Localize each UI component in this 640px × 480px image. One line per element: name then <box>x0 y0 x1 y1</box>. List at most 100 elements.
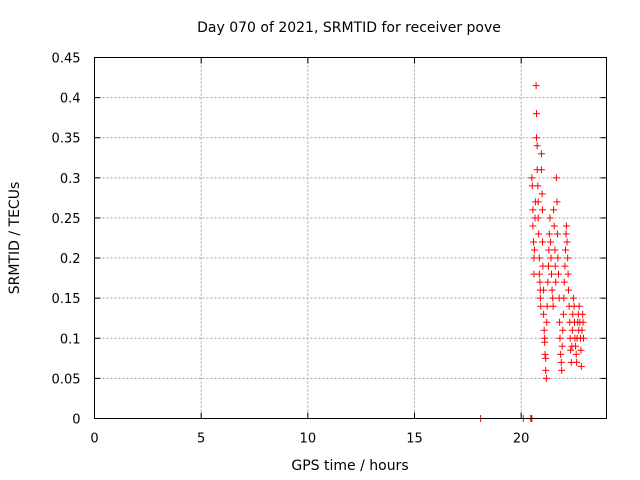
data-point <box>534 214 542 222</box>
data-point <box>549 302 557 310</box>
data-point <box>544 262 552 270</box>
data-point <box>533 110 541 118</box>
data-point <box>559 310 567 318</box>
y-axis-label: SRMTID / TECUs <box>7 182 23 295</box>
y-tick-label: 0.1 <box>60 332 81 347</box>
data-point <box>572 342 580 350</box>
data-point <box>536 278 544 286</box>
chart-title: Day 070 of 2021, SRMTID for receiver pov… <box>197 20 501 36</box>
data-point <box>529 222 537 230</box>
data-point <box>544 278 552 286</box>
data-point <box>558 366 566 374</box>
data-point <box>537 302 545 310</box>
data-point <box>579 310 587 318</box>
data-point <box>530 246 538 254</box>
data-point <box>577 362 585 370</box>
data-point <box>579 334 587 342</box>
data-point <box>554 254 562 262</box>
data-point <box>556 334 564 342</box>
data-point <box>545 246 553 254</box>
data-point <box>553 230 561 238</box>
data-point <box>540 310 548 318</box>
data-point <box>551 246 559 254</box>
data-point <box>568 326 576 334</box>
y-tick-label: 0.05 <box>52 372 81 387</box>
data-point <box>549 294 557 302</box>
axis-ticks: 0 0.05 0.1 0.15 0.2 0.25 0.3 0.35 0.4 0.45 0 5 10 15 2… <box>52 52 607 447</box>
data-point <box>578 326 586 334</box>
data-point <box>562 230 570 238</box>
data-point <box>541 350 549 358</box>
data-point <box>560 294 568 302</box>
data-point <box>547 238 555 246</box>
data-point <box>552 278 560 286</box>
data-point <box>541 338 549 346</box>
data-point <box>537 166 545 174</box>
data-point <box>577 346 585 354</box>
y-tick-label: 0.45 <box>52 52 81 67</box>
data-point <box>528 174 536 182</box>
data-point <box>552 174 560 182</box>
x-tick-label: 15 <box>406 432 423 447</box>
data-point <box>534 198 542 206</box>
data-point <box>553 198 561 206</box>
data-point <box>561 262 569 270</box>
data-point <box>540 286 548 294</box>
data-point <box>542 366 550 374</box>
data-point <box>534 182 542 190</box>
data-point <box>555 270 562 278</box>
data-point <box>558 342 566 350</box>
data-point <box>575 302 583 310</box>
data-point <box>560 278 568 286</box>
data-point <box>564 270 572 278</box>
y-tick-label: 0.2 <box>60 252 81 267</box>
data-point <box>539 206 546 214</box>
y-tick-label: 0.25 <box>52 212 81 227</box>
data-point <box>573 358 581 366</box>
data-points <box>477 82 587 422</box>
data-point <box>538 190 546 198</box>
y-tick-label: 0.4 <box>60 92 81 107</box>
data-point <box>550 206 558 214</box>
data-point <box>572 350 580 358</box>
x-tick-label: 0 <box>90 432 98 447</box>
x-tick-label: 20 <box>513 432 530 447</box>
data-point <box>557 350 565 358</box>
data-point <box>546 214 554 222</box>
data-point <box>567 346 575 354</box>
data-point <box>548 286 556 294</box>
data-point <box>551 262 559 270</box>
data-point <box>547 254 555 262</box>
data-point <box>569 294 577 302</box>
data-point <box>543 302 551 310</box>
data-point <box>550 222 558 230</box>
data-point <box>536 294 544 302</box>
data-point <box>530 238 538 246</box>
y-tick-label: 0.15 <box>52 292 81 307</box>
data-point <box>542 374 550 382</box>
plot-frame <box>94 57 607 419</box>
y-tick-label: 0.35 <box>52 132 81 147</box>
data-point <box>562 222 570 230</box>
data-point <box>529 206 537 214</box>
data-point <box>535 230 543 238</box>
x-tick-label: 5 <box>197 432 205 447</box>
data-point <box>559 326 567 334</box>
data-point <box>542 354 550 362</box>
data-point <box>565 286 573 294</box>
y-tick-label: 0.3 <box>60 172 81 187</box>
data-point <box>543 318 551 326</box>
data-point <box>547 270 555 278</box>
data-point <box>535 270 543 278</box>
data-point <box>562 246 570 254</box>
data-point <box>557 358 565 366</box>
data-point <box>579 318 587 326</box>
y-tick-label: 0 <box>72 413 80 428</box>
data-point <box>539 238 546 246</box>
data-point <box>545 230 553 238</box>
data-point <box>533 142 541 150</box>
data-point <box>532 82 540 90</box>
data-point <box>535 254 543 262</box>
data-point <box>564 254 572 262</box>
x-tick-label: 10 <box>300 432 317 447</box>
